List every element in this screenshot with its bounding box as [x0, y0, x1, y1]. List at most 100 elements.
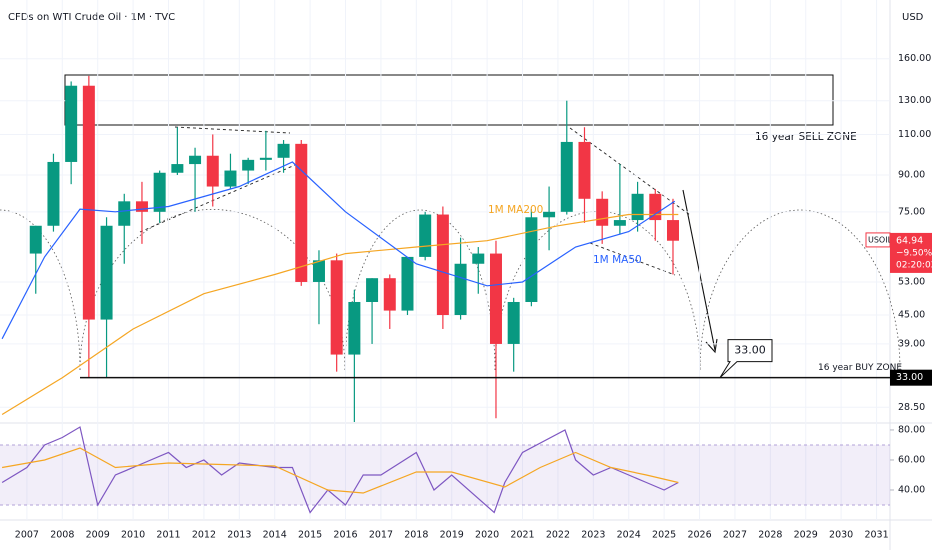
- candle-body: [224, 170, 237, 187]
- y-tick-label: 160.00: [898, 53, 931, 64]
- x-tick-label: 2014: [263, 530, 287, 541]
- x-tick-label: 2027: [723, 530, 747, 541]
- candle-body: [489, 253, 502, 344]
- x-tick-label: 2018: [404, 530, 428, 541]
- candle-body: [436, 214, 449, 316]
- y-tick-label: 110.00: [898, 129, 931, 140]
- sell-zone-box: [64, 74, 834, 126]
- x-tick-label: 2010: [121, 530, 145, 541]
- candle-body: [330, 260, 343, 355]
- change-label: −9.50%: [896, 248, 932, 258]
- cycle-arcs: [0, 208, 901, 371]
- projection-arrow: [682, 189, 718, 354]
- cycle-arc: [79, 208, 346, 371]
- y-tick-label: 28.50: [898, 402, 925, 413]
- candle-body: [118, 201, 131, 226]
- candle-body: [295, 143, 308, 282]
- x-tick-label: 2023: [581, 530, 605, 541]
- symbol-label: USOIL: [868, 235, 893, 244]
- y-tick-label: 90.00: [898, 169, 925, 180]
- rsi-line: [1, 447, 679, 494]
- candle-body: [277, 143, 290, 158]
- x-tick-label: 2022: [546, 530, 570, 541]
- arrow-line: [682, 189, 716, 351]
- candle-body: [29, 225, 42, 254]
- axis-price-label: 33.00: [896, 372, 923, 383]
- x-tick-label: 2019: [440, 530, 464, 541]
- x-tick-label: 2030: [829, 530, 853, 541]
- candle-body: [65, 85, 78, 162]
- y-tick-label: 45.00: [898, 310, 925, 321]
- candle-body: [242, 159, 255, 171]
- candle-body: [189, 155, 202, 165]
- candle-body: [47, 161, 60, 226]
- candle-body: [543, 211, 556, 218]
- y-tick-label: 39.00: [898, 338, 925, 349]
- candle-body: [472, 253, 485, 264]
- candle-body: [401, 256, 414, 311]
- chart-title: CFDs on WTI Crude Oil · 1M · TVC: [8, 12, 175, 23]
- candle-body: [578, 141, 591, 199]
- candle-body: [206, 155, 219, 187]
- rsi-line: [1, 426, 679, 514]
- candle-body: [454, 263, 467, 316]
- candle-body: [366, 278, 379, 302]
- x-tick-label: 2031: [864, 530, 888, 541]
- y-tick-label: 80.00: [898, 424, 925, 435]
- candle-body: [100, 225, 113, 320]
- callout-label: 33.00: [734, 344, 766, 357]
- y-tick-label: 60.00: [898, 454, 925, 465]
- cycle-arc: [0, 209, 81, 371]
- x-tick-label: 2016: [333, 530, 357, 541]
- buy-zone-label: 16 year BUY ZONE: [818, 363, 902, 373]
- y-tick-label: 40.00: [898, 484, 925, 495]
- x-tick-label: 2028: [758, 530, 782, 541]
- trend-line: [139, 164, 296, 233]
- x-tick-label: 2015: [298, 530, 322, 541]
- candle-body: [507, 301, 520, 344]
- x-tick-label: 2007: [15, 530, 39, 541]
- cycle-arc: [494, 210, 701, 371]
- candle-body: [666, 220, 679, 241]
- x-tick-label: 2024: [617, 530, 641, 541]
- candle-body: [171, 164, 184, 173]
- candle-body: [560, 141, 573, 212]
- candle-body: [383, 278, 396, 311]
- candle-body: [153, 172, 166, 212]
- x-tick-label: 2012: [192, 530, 216, 541]
- trend-line: [174, 126, 291, 134]
- callout-box: [719, 339, 773, 379]
- last-price-label: 64.94: [896, 235, 923, 246]
- candle-body: [312, 260, 325, 282]
- candle-body: [419, 214, 432, 257]
- x-tick-label: 2017: [369, 530, 393, 541]
- moving-average: [1, 161, 676, 340]
- ma-label: 1M MA50: [593, 254, 642, 266]
- last-price-tag: [890, 232, 932, 273]
- timer-label: 02:20:02: [896, 260, 932, 270]
- axis-price-tag: [890, 369, 932, 386]
- y-tick-label: 53.00: [898, 276, 925, 287]
- candle-body: [135, 201, 148, 212]
- x-tick-label: 2008: [50, 530, 74, 541]
- candle-body: [631, 193, 644, 221]
- candle-body: [82, 85, 95, 320]
- x-tick-label: 2009: [86, 530, 110, 541]
- y-tick-label: 130.00: [898, 95, 931, 106]
- x-tick-label: 2025: [652, 530, 676, 541]
- moving-average: [1, 213, 679, 416]
- x-tick-label: 2021: [510, 530, 534, 541]
- candle-body: [259, 157, 272, 160]
- arrow-head: [705, 338, 718, 354]
- candle-body: [649, 193, 662, 221]
- x-tick-label: 2013: [227, 530, 251, 541]
- candle-body: [596, 198, 609, 226]
- x-tick-label: 2026: [687, 530, 711, 541]
- x-tick-label: 2020: [475, 530, 499, 541]
- candle-body: [613, 220, 626, 226]
- ma-label: 1M MA200: [488, 204, 543, 216]
